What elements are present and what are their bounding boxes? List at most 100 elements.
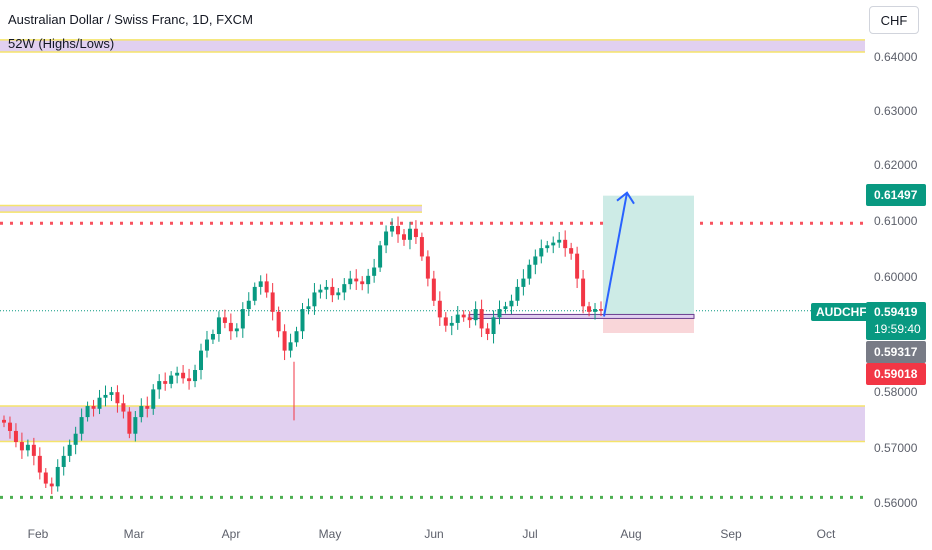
candle-body bbox=[31, 444, 36, 456]
candle-body bbox=[252, 286, 257, 301]
candle bbox=[396, 216, 401, 243]
candle-body bbox=[204, 339, 209, 351]
candle bbox=[330, 278, 335, 303]
candle-body bbox=[43, 472, 48, 484]
candle-body bbox=[157, 381, 162, 390]
candle-body bbox=[103, 394, 108, 398]
candle bbox=[336, 288, 341, 300]
candle bbox=[55, 459, 60, 492]
candle bbox=[19, 432, 24, 459]
candle bbox=[443, 312, 448, 332]
candle bbox=[175, 366, 180, 384]
candle bbox=[455, 306, 460, 330]
candle bbox=[85, 401, 90, 422]
candle-body bbox=[193, 370, 198, 382]
candle-body bbox=[354, 278, 359, 282]
symbol-tag: AUDCHF bbox=[811, 303, 872, 321]
candle-body bbox=[187, 378, 192, 382]
candle-body bbox=[372, 267, 377, 276]
candle-body bbox=[37, 455, 42, 473]
candle-body bbox=[199, 350, 204, 371]
currency-button[interactable]: CHF bbox=[869, 6, 919, 34]
candle bbox=[97, 389, 102, 415]
candle-body bbox=[282, 331, 287, 351]
candle bbox=[384, 225, 389, 254]
candle-body bbox=[539, 248, 544, 257]
candle bbox=[515, 279, 520, 307]
long-position-tool[interactable] bbox=[468, 195, 695, 334]
candle bbox=[467, 311, 472, 328]
projection-arrow[interactable] bbox=[603, 191, 635, 317]
candle-body bbox=[276, 311, 281, 332]
candle-body bbox=[115, 392, 120, 404]
candle-body bbox=[527, 264, 532, 279]
highs-lows-zone bbox=[0, 406, 865, 442]
candle-body bbox=[2, 419, 6, 423]
candle bbox=[306, 298, 311, 315]
candle-body bbox=[497, 309, 502, 318]
candle-body bbox=[228, 322, 233, 332]
candle bbox=[7, 416, 12, 439]
candle bbox=[258, 275, 263, 295]
candle-body bbox=[216, 317, 221, 334]
candle-body bbox=[85, 406, 90, 418]
time-tick: Jun bbox=[424, 527, 444, 541]
time-tick: Feb bbox=[27, 527, 49, 541]
candle-body bbox=[545, 245, 550, 249]
candle bbox=[37, 447, 42, 480]
candle bbox=[91, 399, 96, 417]
candle-body bbox=[551, 242, 556, 246]
candle bbox=[551, 236, 556, 254]
candle bbox=[378, 240, 383, 272]
candle-body bbox=[49, 483, 54, 487]
candle-body bbox=[25, 444, 30, 451]
candle bbox=[103, 385, 108, 407]
candle bbox=[288, 333, 293, 358]
candlestick-series bbox=[2, 216, 603, 495]
candle bbox=[79, 408, 84, 441]
highs-lows-zone bbox=[0, 39, 865, 53]
candle-body bbox=[258, 281, 263, 287]
last-price-tag: 0.59419 19:59:40 bbox=[866, 302, 926, 340]
candle bbox=[282, 324, 287, 361]
entry-box bbox=[468, 313, 695, 319]
candle bbox=[228, 313, 233, 340]
candle-body bbox=[151, 389, 156, 409]
candle-body bbox=[336, 292, 341, 296]
candle bbox=[521, 269, 526, 296]
candle-body bbox=[413, 228, 418, 238]
candle-body bbox=[139, 406, 144, 418]
candle bbox=[73, 426, 78, 455]
time-tick: Apr bbox=[221, 527, 241, 541]
candle-body bbox=[264, 281, 269, 293]
candle-body bbox=[318, 289, 323, 293]
candle bbox=[193, 364, 198, 388]
candle bbox=[210, 329, 215, 344]
candle bbox=[2, 415, 6, 428]
candle-body bbox=[210, 334, 215, 340]
candle bbox=[115, 385, 120, 413]
candle bbox=[569, 242, 574, 260]
time-tick: Oct bbox=[816, 527, 836, 541]
candle-body bbox=[581, 278, 586, 307]
indicator-label[interactable]: 52W (Highs/Lows) bbox=[8, 36, 115, 51]
candle bbox=[31, 437, 36, 466]
price-tick: 0.56000 bbox=[874, 496, 918, 510]
candle-body bbox=[419, 237, 424, 257]
target-zone bbox=[603, 195, 694, 317]
candle bbox=[199, 343, 204, 380]
candle-body bbox=[109, 392, 114, 395]
candle bbox=[67, 439, 72, 462]
candle bbox=[372, 258, 377, 283]
candle bbox=[169, 371, 174, 389]
candle-body bbox=[133, 417, 138, 434]
candle bbox=[294, 326, 299, 347]
candle-body bbox=[121, 403, 126, 412]
candle-body bbox=[533, 256, 538, 265]
candle-body bbox=[431, 278, 436, 301]
candle bbox=[139, 398, 144, 423]
candle bbox=[246, 292, 251, 316]
candle bbox=[390, 218, 395, 237]
candle bbox=[354, 269, 359, 290]
